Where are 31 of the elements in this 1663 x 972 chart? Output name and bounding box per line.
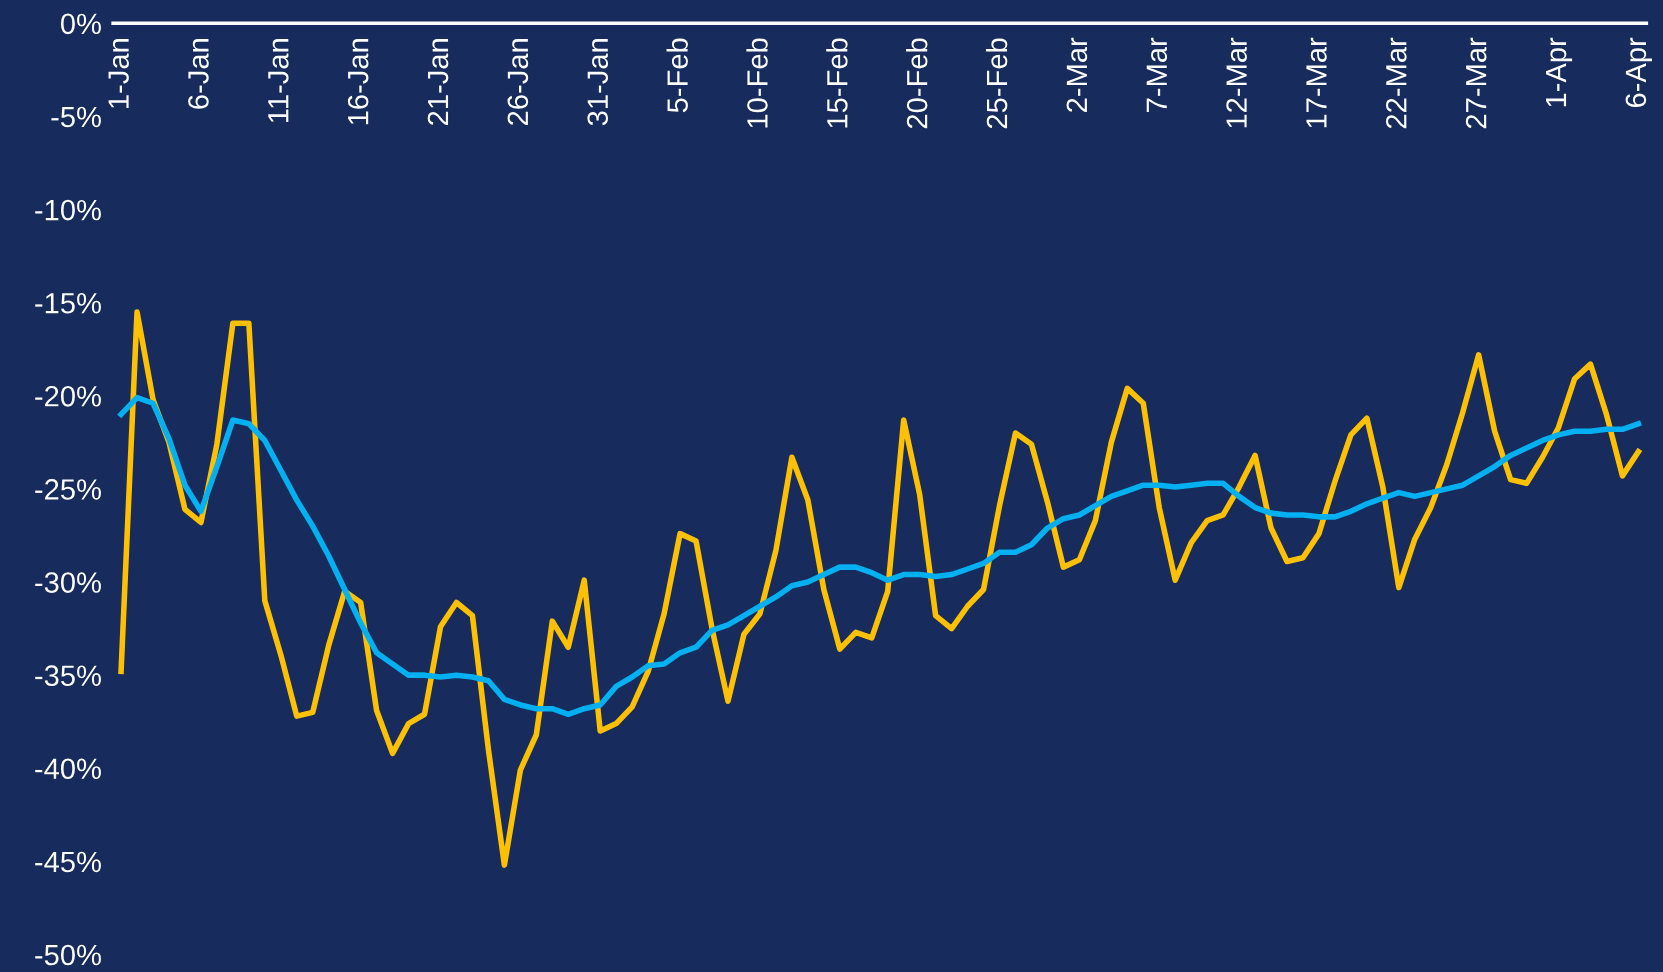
- x-tick-label: 20-Feb: [906, 38, 928, 129]
- x-tick-label: 10-Feb: [746, 38, 768, 128]
- y-tick-label: -40%: [35, 758, 101, 780]
- x-tick-label: 27-Mar: [1465, 37, 1487, 129]
- x-tick-label: 5-Feb: [666, 38, 688, 113]
- y-tick-label: -25%: [35, 479, 101, 500]
- y-tick-label: -15%: [35, 293, 101, 314]
- y-tick-label: -10%: [35, 199, 101, 221]
- x-tick-label: 25-Feb: [985, 38, 1008, 129]
- y-tick-label: -30%: [35, 572, 101, 593]
- x-tick-label: 6-Apr: [1625, 37, 1652, 108]
- y-tick-label: -35%: [35, 665, 101, 687]
- y-tick-label: -45%: [35, 851, 101, 873]
- x-tick-label: 17-Mar: [1306, 37, 1327, 128]
- x-tick-label: 26-Jan: [507, 39, 529, 125]
- x-tick-label: 7-Mar: [1146, 37, 1168, 112]
- x-tick-label: 21-Jan: [427, 39, 449, 125]
- x-tick-label: 31-Jan: [587, 39, 609, 126]
- x-tick-label: 2-Mar: [1066, 37, 1088, 112]
- y-tick-label: -50%: [35, 944, 101, 966]
- y-tick-label: -20%: [35, 386, 101, 407]
- y-tick-label: 0%: [60, 13, 101, 35]
- x-tick-label: 1-Jan: [108, 39, 129, 108]
- x-tick-label: 12-Mar: [1226, 37, 1247, 128]
- x-tick-label: 15-Feb: [826, 38, 848, 128]
- x-tick-label: 16-Jan: [347, 39, 369, 125]
- y-tick-label: -5%: [51, 106, 101, 128]
- x-tick-label: 1-Apr: [1546, 37, 1573, 107]
- x-tick-label: 6-Jan: [188, 39, 209, 109]
- x-tick-label: 11-Jan: [268, 39, 289, 123]
- x-tick-label: 22-Mar: [1385, 37, 1407, 129]
